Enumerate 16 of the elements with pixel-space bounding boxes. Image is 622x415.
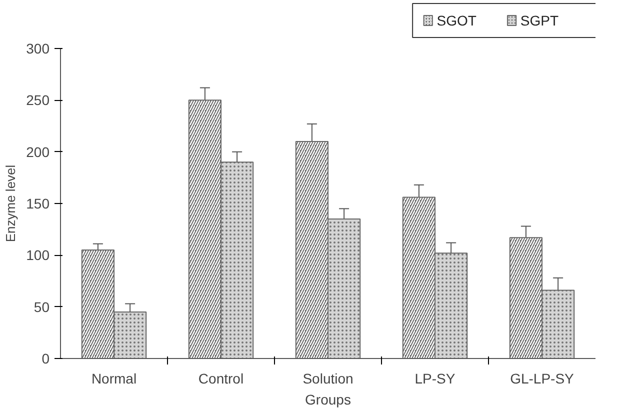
x-axis-title: Groups xyxy=(305,392,351,408)
y-tick-label: 50 xyxy=(34,298,50,315)
legend-label: SGPT xyxy=(520,12,559,28)
x-tick-label: Control xyxy=(198,370,244,386)
y-tick-label: 300 xyxy=(26,40,50,56)
legend-label: SGOT xyxy=(436,12,477,28)
y-tick-label: 0 xyxy=(42,350,50,366)
y-tick-label: 200 xyxy=(26,144,50,160)
y-tick-label: 100 xyxy=(26,247,50,264)
y-tick-label: 250 xyxy=(26,92,50,108)
x-tick-label: LP-SY xyxy=(414,370,456,386)
x-tick-label: Normal xyxy=(91,370,137,386)
y-axis-title: Enzyme level xyxy=(3,164,18,242)
x-tick-label: Solution xyxy=(302,370,354,386)
x-tick-label: GL-LP-SY xyxy=(510,370,575,386)
y-tick-label: 150 xyxy=(26,196,50,212)
